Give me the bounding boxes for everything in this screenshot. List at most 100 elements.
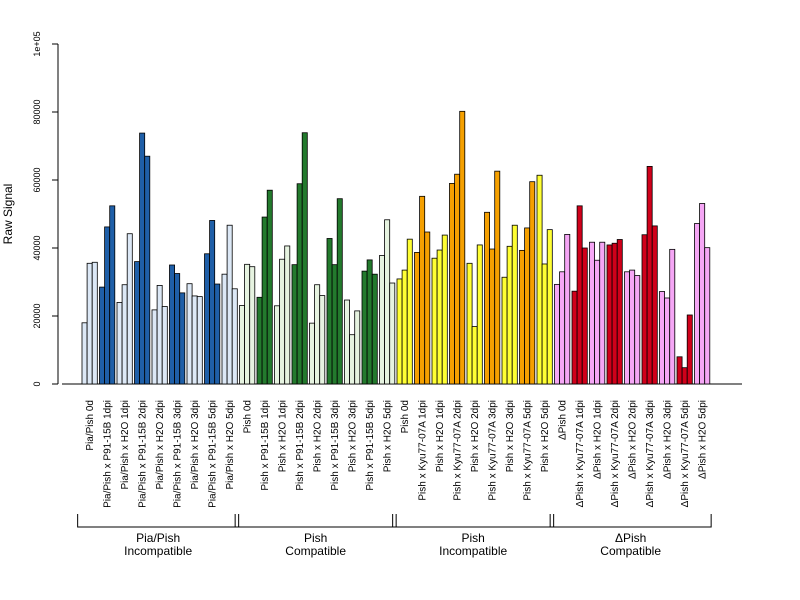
x-tick-label: Pia/Pish x P91-15B 3dpi — [173, 400, 184, 508]
bar — [694, 223, 700, 385]
bar — [659, 291, 665, 385]
group-label-line1: ΔPish — [615, 531, 646, 545]
bar — [634, 275, 641, 385]
bar — [284, 245, 291, 385]
bar — [104, 226, 111, 385]
bar — [441, 234, 448, 385]
bar — [641, 234, 648, 385]
bar — [646, 165, 653, 385]
bar — [664, 297, 671, 385]
group-bracket — [77, 514, 240, 528]
x-tick-label: Pia/Pish x H2O 3dpi — [190, 400, 201, 490]
bar — [109, 205, 116, 385]
bar — [134, 261, 140, 385]
group-label-line1: Pish — [461, 531, 484, 545]
bar — [651, 225, 658, 385]
bar — [559, 271, 566, 385]
bar — [676, 356, 683, 385]
bar — [629, 269, 636, 385]
bar — [611, 242, 618, 385]
x-tick-label: Pia/Pish x P91-15B 1dpi — [103, 400, 114, 508]
bar — [349, 334, 356, 385]
bar — [681, 367, 688, 385]
bar — [261, 216, 268, 385]
bar — [296, 183, 303, 385]
bar — [571, 290, 578, 385]
bar — [594, 259, 601, 385]
bar — [279, 258, 286, 385]
group-label-line2: Incompatible — [439, 544, 507, 558]
group-bracket — [392, 514, 555, 528]
bars — [81, 110, 711, 385]
x-tick-label: Pia/Pish x H2O 2dpi — [155, 400, 166, 490]
bar — [91, 261, 98, 385]
bar — [564, 233, 571, 385]
bar — [309, 322, 315, 385]
bar — [489, 248, 496, 385]
bar — [524, 227, 531, 385]
x-tick-label: ΔPish x H2O 3dpi — [663, 400, 674, 479]
x-tick-label: Pish x H2O 5dpi — [540, 400, 551, 472]
bar — [331, 264, 338, 385]
bar — [151, 309, 158, 385]
bar — [476, 244, 483, 385]
bar — [541, 263, 548, 385]
bar — [144, 155, 151, 385]
y-tick-label: 60000 — [32, 167, 42, 192]
bar — [511, 224, 518, 385]
bar — [536, 174, 543, 385]
bar — [174, 273, 181, 385]
bar — [266, 189, 273, 385]
bar — [454, 173, 461, 385]
bar — [384, 219, 391, 385]
x-tick-label: Pia/Pish x P91-15B 5dpi — [208, 400, 219, 508]
x-tick-label: Pia/Pish x P91-15B 2dpi — [138, 400, 149, 508]
bar — [419, 195, 426, 385]
bar — [431, 257, 438, 385]
x-tick-label: Pish x H2O 1dpi — [278, 400, 289, 472]
group-label-line1: Pia/Pish — [136, 531, 180, 545]
bar — [301, 132, 308, 385]
bar — [616, 239, 623, 385]
bar — [291, 264, 298, 385]
bar — [116, 301, 123, 385]
bar — [401, 269, 408, 385]
bar — [704, 247, 711, 385]
x-tick-label: Pish 0d — [400, 400, 411, 433]
bar — [86, 262, 93, 385]
x-tick-label: Pish x H2O 2dpi — [470, 400, 481, 472]
bar — [449, 182, 455, 385]
bar — [576, 205, 583, 385]
y-tick-label: 80000 — [32, 99, 42, 124]
x-tick-label: ΔPish x Kyu77-07A 3dpi — [645, 400, 656, 507]
x-tick-label: Pish x H2O 5dpi — [383, 400, 394, 472]
y-tick-label: 20000 — [32, 303, 42, 328]
bar — [471, 326, 478, 385]
x-tick-label: ΔPish x H2O 1dpi — [593, 400, 604, 479]
x-tick-label: ΔPish x H2O 5dpi — [698, 400, 709, 479]
x-tick-label: ΔPish 0d — [558, 400, 569, 440]
bar — [361, 270, 368, 385]
bar — [599, 241, 606, 385]
group-bracket — [234, 514, 397, 528]
x-tick-label: Pish x P91-15B 5dpi — [365, 400, 376, 491]
bar — [209, 220, 216, 385]
x-tick-label: ΔPish x Kyu77-07A 5dpi — [680, 400, 691, 507]
bar — [506, 245, 513, 385]
bar — [519, 249, 525, 385]
x-tick-label: Pia/Pish x H2O 1dpi — [120, 400, 131, 490]
y-axis-label: Raw Signal — [1, 184, 15, 245]
bar — [589, 241, 595, 385]
bar — [226, 224, 233, 385]
bar — [121, 284, 128, 385]
bar — [239, 305, 245, 385]
bar — [169, 264, 175, 385]
x-tick-label: Pish x Kyu77-07A 1dpi — [418, 400, 429, 501]
bar — [606, 244, 613, 385]
x-tick-label: Pish x H2O 3dpi — [505, 400, 516, 472]
x-tick-label: Pish x Kyu77-07A 2dpi — [453, 400, 464, 501]
x-tick-label: ΔPish x Kyu77-07A 2dpi — [610, 400, 621, 507]
x-tick-labels: Pia/Pish 0d Pia/Pish x P91-15B 1dpi Pia/Pi… — [85, 400, 709, 508]
